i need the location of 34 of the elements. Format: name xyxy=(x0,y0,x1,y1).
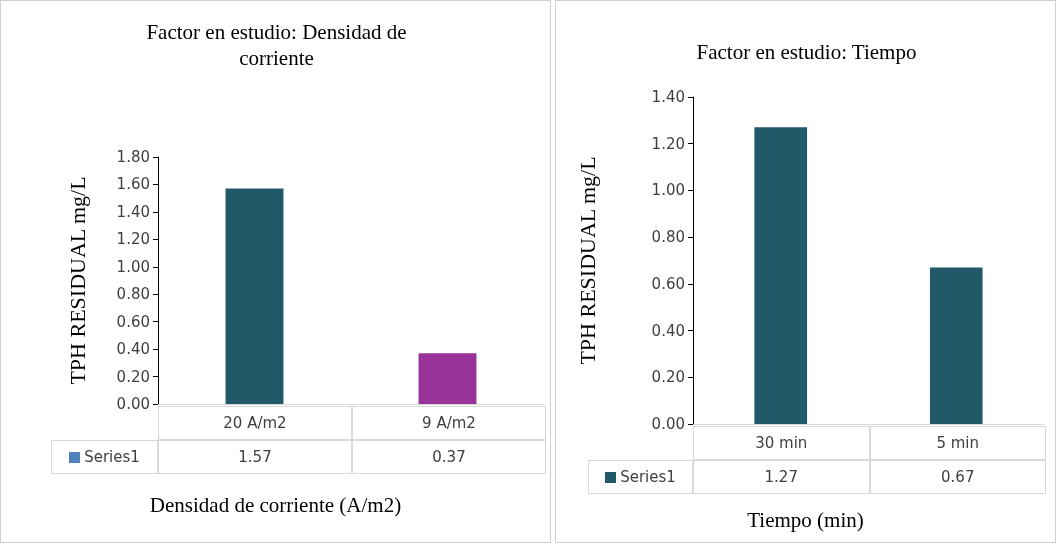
x-tick-label: 9 A/m2 xyxy=(352,406,546,440)
y-tick-label: 0.00 xyxy=(651,415,685,433)
data-label: 1.57 xyxy=(158,440,352,474)
x-tick-label: 30 min xyxy=(693,426,870,460)
x-axis-title: Densidad de corriente (A/m2) xyxy=(148,493,403,518)
y-tick-label: 0.40 xyxy=(116,340,150,359)
y-tick-label: 1.40 xyxy=(116,202,150,221)
y-tick-label: 0.60 xyxy=(651,274,685,293)
y-tick-label: 0.80 xyxy=(651,228,685,247)
y-tick-label: 1.80 xyxy=(116,148,150,166)
y-tick-label: 0.00 xyxy=(116,395,150,413)
legend-label: Series1 xyxy=(620,468,676,486)
y-tick-label: 1.60 xyxy=(116,175,150,194)
y-tick-label: 1.20 xyxy=(116,230,150,249)
y-tick-label: 0.20 xyxy=(116,367,150,386)
x-axis-title: Tiempo (min) xyxy=(746,508,865,533)
y-axis-title: TPH RESIDUAL mg/L xyxy=(64,176,90,385)
y-tick-label: 0.60 xyxy=(116,312,150,331)
y-tick-label: 0.80 xyxy=(116,285,150,304)
x-tick-label: 5 min xyxy=(869,426,1046,460)
y-tick-label: 0.20 xyxy=(651,368,685,387)
data-label: 1.27 xyxy=(693,460,870,494)
x-tick-label: 20 A/m2 xyxy=(158,406,352,440)
y-axis-title: TPH RESIDUAL mg/L xyxy=(574,156,600,365)
chart-title: Factor en estudio: Densidad de corriente xyxy=(145,19,408,71)
y-tick-label: 0.40 xyxy=(651,321,685,340)
y-tick-label: 1.00 xyxy=(116,257,150,276)
chart-title: Factor en estudio: Tiempo xyxy=(695,39,918,65)
text: Series1 xyxy=(84,448,140,466)
y-tick-label: 1.00 xyxy=(651,181,685,200)
data-label: 0.37 xyxy=(352,440,546,474)
y-tick-label: 1.40 xyxy=(651,88,685,106)
data-label: 0.67 xyxy=(869,460,1046,494)
y-tick-label: 1.20 xyxy=(651,134,685,153)
